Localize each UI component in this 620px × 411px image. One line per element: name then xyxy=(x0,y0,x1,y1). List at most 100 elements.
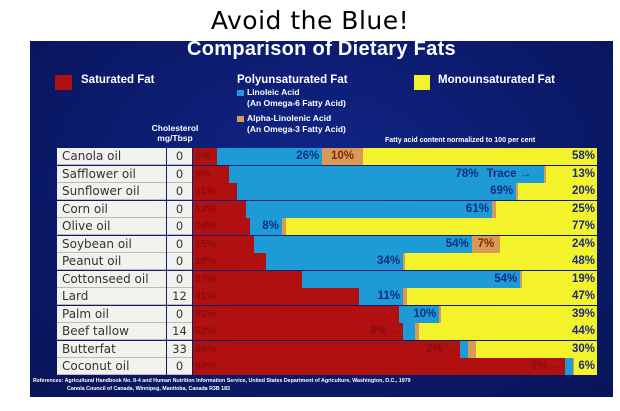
cholesterol-value: 0 xyxy=(167,253,192,270)
bar-monounsaturated: 47% xyxy=(407,288,597,305)
bar-monounsaturated: 30% xyxy=(475,340,597,358)
cholesterol-value: 0 xyxy=(167,183,192,200)
cholesterol-header: Cholesterol mg/Tbsp xyxy=(151,123,199,143)
bar-saturated: 41% xyxy=(193,288,360,305)
bar-alpha xyxy=(516,183,518,200)
bar-saturated: 6% xyxy=(193,148,218,165)
references-line-1: References: Agricultural Handbook No. 8-… xyxy=(33,378,411,384)
bar-monounsaturated: 77% xyxy=(285,218,597,235)
table-row: Peanut oil 0 18% 34% 48% xyxy=(57,253,597,271)
bar-linoleic: 61% xyxy=(245,200,492,218)
row-label: Coconut oil xyxy=(57,358,166,375)
bar-linoleic: 11% xyxy=(358,288,404,305)
bar-saturated: 15% xyxy=(193,235,255,253)
table-row: Canola oil 0 6% 26% 10% 58% xyxy=(57,148,597,166)
bar-monounsaturated: 24% xyxy=(500,235,597,253)
bar-linoleic: 78% xyxy=(229,165,545,183)
bar-alpha xyxy=(439,305,441,323)
label-alpha: Trace → xyxy=(486,167,532,180)
bar-monounsaturated: 58% xyxy=(362,148,597,165)
bar-linoleic: 10% xyxy=(399,305,440,323)
page-title: Avoid the Blue! xyxy=(210,6,410,35)
table-row: Cottonseed oil 0 27% 54% 19% xyxy=(57,270,597,289)
bar-linoleic: 54% xyxy=(302,270,521,288)
bar-linoleic: 34% xyxy=(265,253,404,270)
cholesterol-value: 0 xyxy=(167,218,192,235)
row-label: Palm oil xyxy=(57,305,166,323)
bar-linoleic: 54% xyxy=(253,235,472,253)
table-row: Soybean oil 0 15% 54% 7% 24% xyxy=(57,235,597,254)
row-label: Soybean oil xyxy=(57,235,166,253)
label-linoleic: 2% → xyxy=(531,360,563,372)
table-row: Sunflower oil 0 11% 69% 20% xyxy=(57,183,597,201)
bar-alpha xyxy=(467,340,476,358)
bar-linoleic xyxy=(403,323,416,340)
row-label: Cottonseed oil xyxy=(57,270,166,288)
bar-linoleic xyxy=(459,340,468,358)
bar-alpha xyxy=(544,165,546,183)
cholesterol-value: 0 xyxy=(167,305,192,323)
cholesterol-value: 0 xyxy=(167,165,192,183)
legend-alpha-sub: (An Omega-3 Fatty Acid) xyxy=(247,124,346,134)
bar-monounsaturated: 13% xyxy=(545,165,597,183)
bar-linoleic xyxy=(564,358,573,375)
bar-alpha xyxy=(281,218,286,235)
bar-alpha: 10% xyxy=(322,148,363,165)
bar-saturated: 52% xyxy=(193,323,404,340)
legend-swatch-alpha xyxy=(237,116,244,122)
bar-monounsaturated: 6% xyxy=(574,358,597,375)
references-line-2: Canola Council of Canada, Winnipeg, Mani… xyxy=(67,386,231,392)
chart-title: Comparison of Dietary Fats xyxy=(187,38,456,60)
bar-monounsaturated: 39% xyxy=(440,305,597,323)
row-label: Olive oil xyxy=(57,218,166,235)
row-label: Safflower oil xyxy=(57,165,166,183)
legend-alpha: Alpha-Linolenic Acid xyxy=(247,113,332,123)
bar-alpha xyxy=(403,253,405,270)
bar-saturated: 51% xyxy=(193,305,400,323)
row-label: Peanut oil xyxy=(57,253,166,270)
bar-monounsaturated: 25% xyxy=(496,200,597,218)
label-linoleic: 3% → xyxy=(369,325,402,337)
legend-polyunsaturated: Polyunsaturated Fat xyxy=(237,74,348,86)
legend-swatch-linoleic xyxy=(237,90,244,96)
bar-saturated: 14% xyxy=(193,218,251,235)
cholesterol-value: 0 xyxy=(167,270,192,288)
cholesterol-value: 0 xyxy=(167,200,192,218)
row-label: Butterfat xyxy=(57,340,166,358)
cholesterol-value: 12 xyxy=(167,288,192,305)
bar-monounsaturated: 44% xyxy=(419,323,597,340)
bar-saturated: 13% xyxy=(193,200,247,218)
bar-saturated: 9% xyxy=(193,165,230,183)
cholesterol-value: 33 xyxy=(167,340,192,358)
table-row: Coconut oil 0 92% 2% → 6% xyxy=(57,358,597,376)
legend-linoleic: Linoleic Acid xyxy=(247,87,300,97)
bar-alpha xyxy=(403,288,408,305)
bar-monounsaturated: 19% xyxy=(521,270,597,288)
legend-saturated: Saturated Fat xyxy=(81,74,155,86)
row-label: Lard xyxy=(57,288,166,305)
bar-saturated: 18% xyxy=(193,253,267,270)
normalization-note: Fatty acid content normalized to 100 per… xyxy=(385,137,536,144)
bar-alpha xyxy=(415,323,420,340)
legend-swatch-mono xyxy=(414,75,430,90)
cholesterol-value: 14 xyxy=(167,323,192,340)
row-label: Corn oil xyxy=(57,200,166,218)
row-label: Beef tallow xyxy=(57,323,166,340)
bar-saturated: 27% xyxy=(193,270,303,288)
bar-saturated: 66% xyxy=(193,340,461,358)
bar-saturated: 92% xyxy=(193,358,566,375)
bar-linoleic: 26% xyxy=(217,148,323,165)
table-row: Palm oil 0 51% 10% 39% xyxy=(57,305,597,324)
bar-alpha xyxy=(572,358,575,375)
label-linoleic: 2% → xyxy=(426,342,458,355)
bar-linoleic: 8% xyxy=(249,218,282,235)
bar-alpha xyxy=(491,200,496,218)
cholesterol-value: 0 xyxy=(167,358,192,375)
bar-saturated: 11% xyxy=(193,183,238,200)
row-label: Sunflower oil xyxy=(57,183,166,200)
legend-monounsaturated: Monounsaturated Fat xyxy=(438,74,555,86)
legend-linoleic-sub: (An Omega-6 Fatty Acid) xyxy=(247,98,346,108)
